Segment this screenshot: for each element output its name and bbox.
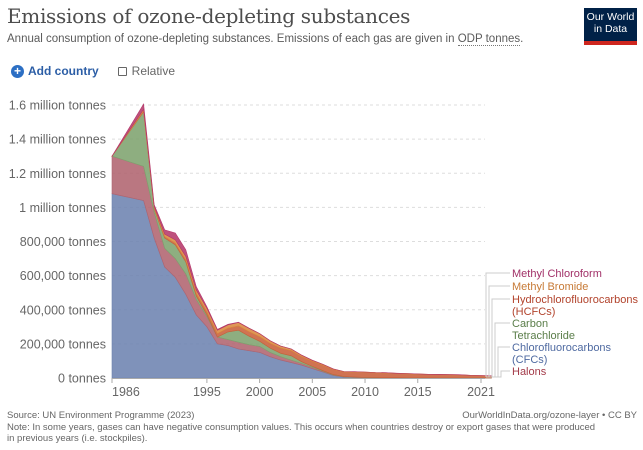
chart-controls: + Add country Relative bbox=[11, 62, 175, 80]
stacked-area-chart: 0 tonnes 200,000 tonnes 400,000 tonnes 600,… bbox=[9, 99, 639, 400]
logo-line-1: Our World bbox=[586, 11, 635, 23]
y-tick-label: 800,000 tonnes bbox=[20, 235, 106, 249]
x-tick-label: 2000 bbox=[246, 385, 274, 399]
legend-connector bbox=[486, 346, 510, 378]
y-tick-label: 1 million tonnes bbox=[19, 201, 106, 215]
note-line-1: Note: In some years, gases can have nega… bbox=[7, 421, 596, 433]
owid-logo[interactable]: Our World in Data bbox=[584, 8, 637, 45]
legend-label: (CFCs) bbox=[512, 354, 547, 366]
x-tick-label: 2005 bbox=[298, 385, 326, 399]
area-series bbox=[111, 103, 492, 379]
y-axis-ticks: 0 tonnes 200,000 tonnes 400,000 tonnes 600,… bbox=[9, 99, 106, 386]
chart-subtitle: Annual consumption of ozone-depleting su… bbox=[7, 33, 524, 46]
legend-label: (HCFCs) bbox=[512, 306, 555, 318]
legend-label: Methyl Bromide bbox=[512, 281, 588, 293]
relative-toggle[interactable]: Relative bbox=[117, 64, 176, 78]
legend-label: Halons bbox=[512, 366, 547, 378]
subtitle-suffix: . bbox=[520, 33, 524, 45]
y-tick-label: 1.6 million tonnes bbox=[9, 99, 106, 113]
area-chlorofluorocarbons-cfcs bbox=[111, 193, 492, 379]
y-tick-label: 400,000 tonnes bbox=[20, 303, 106, 317]
y-tick-label: 0 tonnes bbox=[58, 372, 106, 386]
x-tick-label: 2010 bbox=[351, 385, 379, 399]
chart-title: Emissions of ozone-depleting substances bbox=[7, 4, 411, 28]
legend-label: Chlorofluorocarbons bbox=[512, 342, 612, 354]
odp-tonnes-link[interactable]: ODP tonnes bbox=[457, 33, 521, 46]
y-tick-label: 1.2 million tonnes bbox=[9, 167, 106, 181]
add-country-label: Add country bbox=[28, 64, 99, 78]
x-tick-label: 2015 bbox=[404, 385, 432, 399]
x-tick-label: 2021 bbox=[467, 385, 495, 399]
source-url-link[interactable]: OurWorldInData.org/ozone-layer • CC BY bbox=[462, 410, 637, 421]
chart-footer: Source: UN Environment Programme (2023) … bbox=[7, 410, 637, 445]
plus-circle-icon: + bbox=[11, 64, 24, 78]
y-tick-label: 1.4 million tonnes bbox=[9, 133, 106, 147]
legend-connector bbox=[486, 370, 510, 378]
legend-label: Methyl Chloroform bbox=[512, 268, 602, 280]
source-text: Source: UN Environment Programme (2023) bbox=[7, 410, 195, 421]
legend-label: Tetrachloride bbox=[512, 330, 575, 342]
y-tick-label: 200,000 tonnes bbox=[20, 337, 106, 351]
legend-connector bbox=[485, 272, 510, 377]
y-tick-label: 600,000 tonnes bbox=[20, 269, 106, 283]
subtitle-text: Annual consumption of ozone-depleting su… bbox=[7, 33, 458, 45]
x-tick-label: 1995 bbox=[193, 385, 221, 399]
note-line-2: in previous years (i.e. stockpiles). bbox=[7, 433, 148, 444]
logo-line-2: in Data bbox=[593, 22, 628, 35]
legend-label: Hydrochlorofluorocarbons bbox=[512, 294, 638, 306]
legend-label: Carbon bbox=[512, 318, 548, 330]
relative-checkbox[interactable] bbox=[117, 66, 127, 76]
x-axis: 1986 1995 2000 2005 2010 2015 2021 bbox=[111, 378, 495, 399]
x-tick-label: 1986 bbox=[112, 385, 140, 399]
add-country-button[interactable]: + Add country bbox=[11, 64, 99, 78]
relative-label: Relative bbox=[131, 64, 176, 78]
